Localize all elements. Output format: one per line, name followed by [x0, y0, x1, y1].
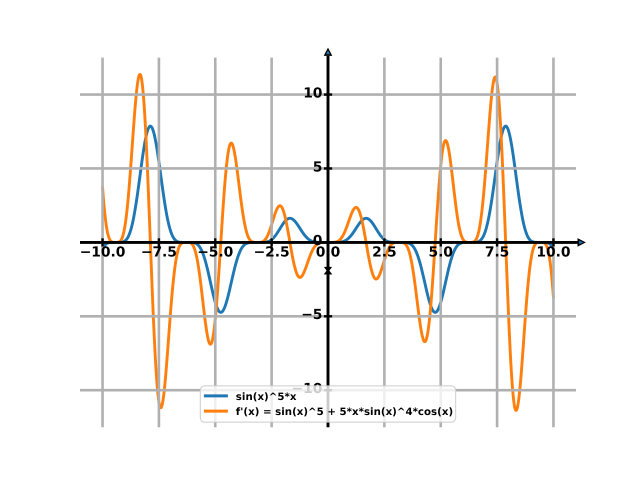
legend-label-0: sin(x)^5*x [236, 392, 297, 403]
legend-label-1: f'(x) = sin(x)^5 + 5*x*sin(x)^4*cos(x) [236, 407, 453, 418]
x-tick-label: 7.5 [485, 245, 510, 261]
y-tick-label: −5 [301, 307, 322, 323]
x-tick-label: −5.0 [197, 245, 233, 261]
tick-labels-layer: −10.0−7.5−5.0−2.50.02.55.07.510.0−10−505… [80, 85, 571, 397]
x-tick-label: −2.5 [254, 245, 290, 261]
x-axis-title: x [324, 263, 333, 279]
x-axis-arrow-face-icon [579, 240, 584, 245]
y-tick-label: 10 [303, 85, 322, 101]
x-tick-label: 5.0 [428, 245, 453, 261]
x-tick-label: 2.5 [372, 245, 397, 261]
x-tick-label: 10.0 [536, 245, 570, 261]
y-tick-label: 0 [313, 233, 323, 249]
ticks-layer [101, 93, 555, 392]
legend-frame [199, 385, 457, 423]
x-tick-label: 0.0 [316, 245, 341, 261]
legend: sin(x)^5*x f'(x) = sin(x)^5 + 5*x*sin(x)^… [199, 385, 457, 423]
y-axis-arrow-face-icon [326, 50, 330, 55]
x-tick-label: −10.0 [80, 245, 126, 261]
axis-arrows-layer [323, 47, 586, 247]
y-tick-label: 5 [313, 159, 323, 175]
x-tick-label: −7.5 [141, 245, 177, 261]
